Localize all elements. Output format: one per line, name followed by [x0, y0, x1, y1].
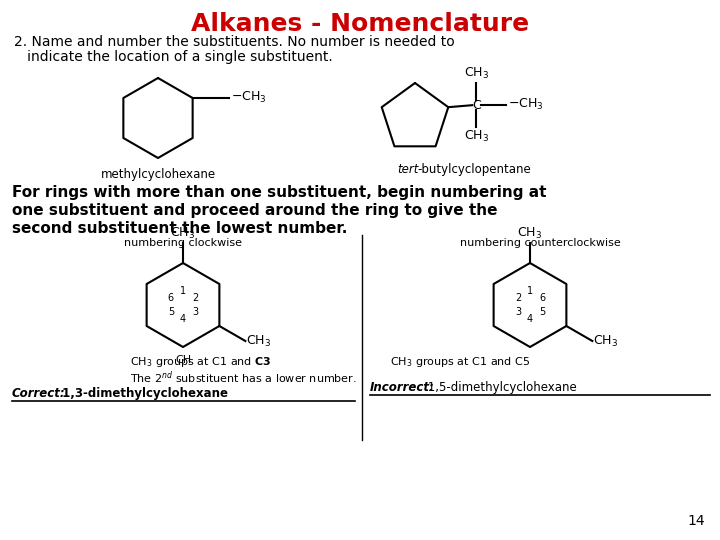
Text: second substituent the lowest number.: second substituent the lowest number.: [12, 221, 347, 236]
Text: 5: 5: [168, 307, 174, 317]
Text: 1: 1: [180, 286, 186, 296]
Text: 1,3-dimethylcyclohexane: 1,3-dimethylcyclohexane: [58, 387, 228, 400]
Text: $\mathregular{CH_3}$: $\mathregular{CH_3}$: [246, 333, 271, 348]
Text: The 2$^{nd}$ substituent has a lower number.: The 2$^{nd}$ substituent has a lower num…: [130, 369, 357, 386]
Text: tert: tert: [397, 163, 418, 176]
Text: 2: 2: [192, 293, 198, 303]
Text: 1: 1: [527, 286, 533, 296]
Text: $\mathregular{CH_3}$: $\mathregular{CH_3}$: [171, 226, 196, 241]
Text: 1,5-dimethylcyclohexane: 1,5-dimethylcyclohexane: [424, 381, 577, 394]
Text: C: C: [472, 99, 481, 112]
Text: Correct:: Correct:: [12, 387, 66, 400]
Text: 4: 4: [180, 314, 186, 324]
Text: $\mathregular{CH_3}$: $\mathregular{CH_3}$: [464, 129, 489, 144]
Text: CH$_3$ groups at C1 and $\mathbf{C3}$: CH$_3$ groups at C1 and $\mathbf{C3}$: [130, 355, 271, 369]
Text: Incorrect:: Incorrect:: [370, 381, 435, 394]
Text: methylcyclohexane: methylcyclohexane: [100, 168, 215, 181]
Text: 3: 3: [515, 307, 521, 317]
Text: 5: 5: [539, 307, 545, 317]
Text: For rings with more than one substituent, begin numbering at: For rings with more than one substituent…: [12, 185, 546, 200]
Text: 6: 6: [168, 293, 174, 303]
Text: one substituent and proceed around the ring to give the: one substituent and proceed around the r…: [12, 203, 498, 218]
Text: CH: CH: [175, 355, 191, 365]
Text: indicate the location of a single substituent.: indicate the location of a single substi…: [14, 50, 333, 64]
Text: 2. Name and number the substituents. No number is needed to: 2. Name and number the substituents. No …: [14, 35, 455, 49]
Text: $\mathregular{CH_3}$: $\mathregular{CH_3}$: [518, 226, 543, 241]
Text: Alkanes - Nomenclature: Alkanes - Nomenclature: [191, 12, 529, 36]
Text: 14: 14: [688, 514, 705, 528]
Text: $\mathregular{-CH_3}$: $\mathregular{-CH_3}$: [230, 90, 266, 105]
Text: $\mathregular{CH_3}$: $\mathregular{CH_3}$: [464, 66, 489, 81]
Text: 2: 2: [515, 293, 521, 303]
Text: $\mathregular{-CH_3}$: $\mathregular{-CH_3}$: [508, 97, 544, 112]
Text: 4: 4: [527, 314, 533, 324]
Text: CH$_3$ groups at C1 and C5: CH$_3$ groups at C1 and C5: [390, 355, 530, 369]
Text: 3: 3: [192, 307, 198, 317]
Text: numbering clockwise: numbering clockwise: [124, 238, 242, 248]
Text: numbering counterclockwise: numbering counterclockwise: [459, 238, 621, 248]
Text: 6: 6: [539, 293, 545, 303]
Text: -butylcyclopentane: -butylcyclopentane: [417, 163, 531, 176]
Text: $\mathregular{CH_3}$: $\mathregular{CH_3}$: [593, 333, 618, 348]
